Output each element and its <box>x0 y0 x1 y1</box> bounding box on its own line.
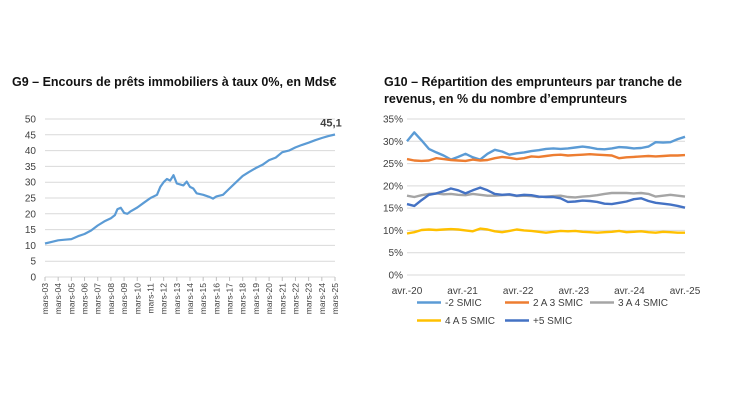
g9-x-axis: mars-03 mars-04 mars-05 mars-06 mars-07 mars-… <box>40 277 340 314</box>
g10-x-tick-label: avr.-22 <box>503 286 534 297</box>
g9-x-tick-label: mars-11 <box>145 283 155 314</box>
g10-x-tick-label: avr.-24 <box>614 286 645 297</box>
g10-legend-label: 3 A 4 SMIC <box>618 298 668 309</box>
g9-series <box>44 133 336 245</box>
g9-y-tick-label: 25 <box>25 194 37 205</box>
g9-y-tick-label: 50 <box>25 115 37 126</box>
g9-x-tick-label: mars-14 <box>185 283 195 314</box>
g10-legend-label: 2 A 3 SMIC <box>533 298 583 309</box>
g9-y-tick-label: 30 <box>25 178 37 189</box>
g10-legend: -2 SMIC 2 A 3 SMIC 3 A 4 SMIC 4 A 5 SMIC +5 … <box>417 298 668 327</box>
g10-y-tick-label: 25% <box>383 159 403 170</box>
g9-y-tick-label: 45 <box>25 130 37 141</box>
g9-x-tick-label: mars-25 <box>330 283 340 314</box>
g10-x-tick-label: avr.-25 <box>670 286 701 297</box>
g10-series-line <box>406 153 686 163</box>
g9-chart-title: G9 – Encours de prêts immobiliers à taux… <box>12 75 337 89</box>
g10-y-tick-label: 20% <box>383 181 403 192</box>
g9-x-tick-label: mars-13 <box>172 283 182 314</box>
g9-x-tick-label: mars-19 <box>251 283 261 314</box>
g9-x-tick-label: mars-22 <box>290 283 300 314</box>
g9-x-tick-label: mars-04 <box>53 283 63 314</box>
g10-legend-label: +5 SMIC <box>533 316 572 327</box>
g9-x-tick-label: mars-10 <box>132 283 142 314</box>
g10-x-tick-label: avr.-21 <box>447 286 478 297</box>
g9-x-tick-label: mars-21 <box>277 283 287 314</box>
g9-x-tick-label: mars-09 <box>119 283 129 314</box>
g10-y-tick-label: 0% <box>389 271 404 282</box>
g10-y-tick-label: 35% <box>383 115 403 126</box>
g10-borrower-income-chart: 0%5%10%15%20%25%30%35% avr.-20 avr.-21 avr… <box>383 115 701 328</box>
g9-x-tick-label: mars-23 <box>304 283 314 314</box>
g9-y-tick-label: 0 <box>30 273 36 284</box>
g10-y-tick-label: 15% <box>383 204 403 215</box>
g9-x-tick-label: mars-03 <box>40 283 50 314</box>
g10-series-line <box>406 131 686 161</box>
g9-y-tick-label: 35 <box>25 162 37 173</box>
g9-x-tick-label: mars-16 <box>211 283 221 314</box>
g10-y-axis: 0% 5% 10% 15% 20% 25% 30% 35% <box>383 115 403 282</box>
g10-y-tick-label: 30% <box>383 137 403 148</box>
g9-data-labels: 45,1 <box>320 117 341 129</box>
g9-y-tick-label: 10 <box>25 241 37 252</box>
g9-x-tick-label: mars-06 <box>80 283 90 314</box>
g9-x-tick-label: mars-08 <box>106 283 116 314</box>
g9-x-tick-label: mars-17 <box>225 283 235 314</box>
g10-y-tick-label: 5% <box>389 248 404 259</box>
g9-y-tick-label: 20 <box>25 209 37 220</box>
g9-end-value-label: 45,1 <box>320 117 341 129</box>
g10-legend-label: -2 SMIC <box>445 298 482 309</box>
g9-x-tick-label: mars-12 <box>159 283 169 314</box>
g10-x-tick-label: avr.-20 <box>392 286 423 297</box>
g9-x-tick-label: mars-20 <box>264 283 274 314</box>
g10-series <box>406 131 686 235</box>
g9-x-tick-label: mars-15 <box>198 283 208 314</box>
g9-x-tick-label: mars-05 <box>66 283 76 314</box>
g9-y-tick-label: 15 <box>25 225 37 236</box>
g10-legend-label: 4 A 5 SMIC <box>445 316 495 327</box>
g9-y-tick-label: 5 <box>30 257 36 268</box>
g10-chart-title: G10 – Répartition des emprunteurs par tr… <box>384 75 682 106</box>
g9-y-tick-label: 40 <box>25 146 37 157</box>
g10-x-tick-label: avr.-23 <box>559 286 590 297</box>
g9-series-line <box>44 133 336 245</box>
g9-x-tick-label: mars-24 <box>317 283 327 314</box>
g9-x-tick-label: mars-07 <box>93 283 103 314</box>
g9-x-tick-label: mars-18 <box>238 283 248 314</box>
g10-series-line <box>406 186 686 209</box>
g10-series-line <box>406 227 685 235</box>
g10-x-axis: avr.-20 avr.-21 avr.-22 avr.-23 avr.-24 avr.-… <box>392 286 701 297</box>
g9-gridlines <box>45 118 335 278</box>
g9-y-axis: 0 5 10 15 20 25 30 35 40 45 50 <box>25 115 37 284</box>
g10-y-tick-label: 10% <box>383 226 403 237</box>
